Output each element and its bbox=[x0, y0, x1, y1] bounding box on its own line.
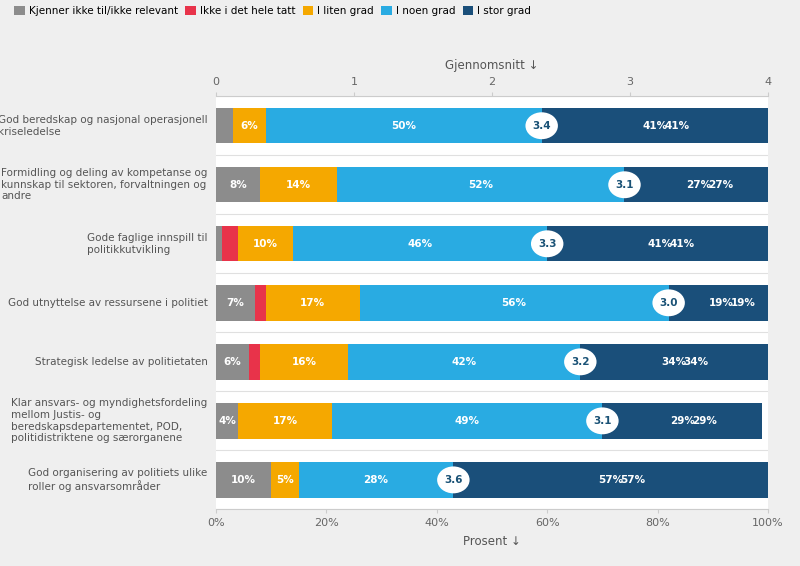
Text: 3.1: 3.1 bbox=[615, 180, 634, 190]
Text: 17%: 17% bbox=[273, 416, 298, 426]
Text: 56%: 56% bbox=[502, 298, 526, 308]
Bar bbox=[338, 167, 625, 203]
Text: 42%: 42% bbox=[452, 357, 477, 367]
Text: God beredskap og nasjonal operasjonell
kriseledelse: God beredskap og nasjonal operasjonell k… bbox=[0, 115, 208, 136]
Text: 3.0: 3.0 bbox=[659, 298, 678, 308]
Text: 10%: 10% bbox=[253, 239, 278, 249]
Text: 17%: 17% bbox=[300, 298, 325, 308]
Text: 52%: 52% bbox=[469, 180, 494, 190]
Text: 6%: 6% bbox=[224, 357, 242, 367]
Text: 10%: 10% bbox=[231, 475, 256, 485]
Text: 50%: 50% bbox=[391, 121, 416, 131]
Text: 3.4: 3.4 bbox=[532, 121, 551, 131]
Text: 27%: 27% bbox=[686, 180, 711, 190]
Legend: Kjenner ikke til/ikke relevant, Ikke i det hele tatt, I liten grad, I noen grad,: Kjenner ikke til/ikke relevant, Ikke i d… bbox=[14, 5, 532, 18]
Ellipse shape bbox=[654, 290, 684, 315]
Bar bbox=[216, 462, 271, 498]
Text: 3.3: 3.3 bbox=[538, 239, 557, 249]
Text: 4%: 4% bbox=[218, 416, 236, 426]
Bar bbox=[222, 226, 238, 261]
Text: 41%: 41% bbox=[664, 121, 690, 131]
Text: 8%: 8% bbox=[230, 180, 247, 190]
Text: 28%: 28% bbox=[363, 475, 389, 485]
Bar bbox=[238, 226, 294, 261]
Bar bbox=[260, 344, 349, 380]
Text: 7%: 7% bbox=[226, 298, 244, 308]
Text: 27%: 27% bbox=[709, 180, 734, 190]
Text: Formidling og deling av kompetanse og
kunnskap til sektoren, forvaltningen og
an: Formidling og deling av kompetanse og ku… bbox=[2, 168, 208, 201]
Bar bbox=[547, 226, 774, 261]
Ellipse shape bbox=[587, 409, 618, 433]
Bar bbox=[580, 344, 768, 380]
Bar bbox=[602, 403, 762, 439]
Bar bbox=[625, 167, 774, 203]
Bar bbox=[332, 403, 602, 439]
Text: 5%: 5% bbox=[276, 475, 294, 485]
Bar bbox=[299, 462, 454, 498]
Bar bbox=[260, 167, 338, 203]
Bar bbox=[349, 344, 580, 380]
Text: 41%: 41% bbox=[670, 239, 695, 249]
Bar bbox=[271, 462, 299, 498]
Text: 3.2: 3.2 bbox=[571, 357, 590, 367]
Text: 57%: 57% bbox=[598, 475, 623, 485]
Bar bbox=[233, 108, 266, 143]
Ellipse shape bbox=[532, 231, 562, 256]
Text: Strategisk ledelse av politietaten: Strategisk ledelse av politietaten bbox=[35, 357, 208, 367]
Text: 34%: 34% bbox=[684, 357, 709, 367]
Bar bbox=[216, 167, 260, 203]
Ellipse shape bbox=[610, 173, 640, 197]
Bar bbox=[454, 462, 768, 498]
Text: 46%: 46% bbox=[408, 239, 433, 249]
Bar bbox=[266, 108, 542, 143]
Bar bbox=[669, 285, 774, 320]
X-axis label: Gjennomsnitt ↓: Gjennomsnitt ↓ bbox=[446, 59, 538, 72]
Text: 3.1: 3.1 bbox=[593, 416, 612, 426]
Text: 29%: 29% bbox=[692, 416, 717, 426]
Text: God organisering av politiets ulike
roller og ansvarsområder: God organisering av politiets ulike roll… bbox=[29, 468, 208, 492]
Text: Klar ansvars- og myndighetsfordeling
mellom Justis- og
beredskapsdepartementet, : Klar ansvars- og myndighetsfordeling mel… bbox=[11, 398, 208, 443]
Bar bbox=[216, 403, 238, 439]
Text: 57%: 57% bbox=[620, 475, 646, 485]
Text: 14%: 14% bbox=[286, 180, 311, 190]
X-axis label: Prosent ↓: Prosent ↓ bbox=[463, 535, 521, 548]
Ellipse shape bbox=[565, 349, 595, 374]
Bar bbox=[266, 285, 359, 320]
Bar bbox=[249, 344, 260, 380]
Bar bbox=[294, 226, 547, 261]
Text: 16%: 16% bbox=[292, 357, 317, 367]
Ellipse shape bbox=[438, 468, 469, 492]
Text: 29%: 29% bbox=[670, 416, 695, 426]
Text: God utnyttelse av ressursene i politiet: God utnyttelse av ressursene i politiet bbox=[8, 298, 208, 308]
Text: 34%: 34% bbox=[662, 357, 686, 367]
Bar bbox=[216, 226, 222, 261]
Text: 19%: 19% bbox=[709, 298, 734, 308]
Bar bbox=[216, 344, 249, 380]
Text: 41%: 41% bbox=[648, 239, 673, 249]
Bar bbox=[359, 285, 669, 320]
Text: 49%: 49% bbox=[454, 416, 480, 426]
Bar bbox=[216, 285, 254, 320]
Text: 6%: 6% bbox=[240, 121, 258, 131]
Text: 3.6: 3.6 bbox=[444, 475, 462, 485]
Ellipse shape bbox=[526, 113, 557, 138]
Bar bbox=[216, 108, 233, 143]
Text: Gode faglige innspill til
politikkutvikling: Gode faglige innspill til politikkutvikl… bbox=[87, 233, 208, 255]
Text: 19%: 19% bbox=[730, 298, 755, 308]
Text: 41%: 41% bbox=[642, 121, 667, 131]
Bar bbox=[254, 285, 266, 320]
Bar bbox=[238, 403, 332, 439]
Bar bbox=[542, 108, 768, 143]
